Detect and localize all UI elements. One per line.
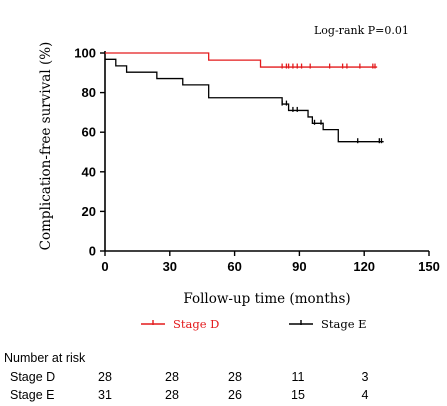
legend: Stage D Stage E <box>141 317 367 331</box>
survival-curve-stage-d <box>105 52 378 68</box>
risk-table: Number at risk Stage D 28 28 28 11 3 Stage E 31 2… <box>4 351 369 402</box>
risk-table-cell: 4 <box>362 388 369 402</box>
survival-curve-stage-e <box>105 58 384 143</box>
risk-table-cell: 28 <box>165 370 179 384</box>
risk-table-cell: 28 <box>165 388 179 402</box>
risk-table-header: Number at risk <box>4 351 86 365</box>
x-tick-label: 150 <box>418 259 440 274</box>
legend-label-stage-e: Stage E <box>321 317 367 331</box>
risk-table-cell: 26 <box>228 388 242 402</box>
risk-table-row-label: Stage D <box>10 370 55 384</box>
y-tick-label: 20 <box>82 204 96 219</box>
x-axis-label: Follow-up time (months) <box>183 291 350 307</box>
risk-table-cell: 28 <box>98 370 112 384</box>
y-tick-label: 0 <box>89 244 96 259</box>
risk-table-cell: 11 <box>292 370 305 384</box>
risk-table-cell: 28 <box>228 370 242 384</box>
risk-table-cell: 3 <box>362 370 369 384</box>
x-tick-label: 30 <box>163 259 177 274</box>
x-tick-label: 0 <box>101 259 108 274</box>
y-tick-label: 80 <box>82 85 96 100</box>
x-tick-label: 120 <box>353 259 375 274</box>
risk-table-row-label: Stage E <box>10 388 54 402</box>
y-tick-label: 40 <box>82 164 96 179</box>
y-tick-label: 60 <box>82 125 96 140</box>
y-tick-label: 100 <box>74 46 96 61</box>
risk-table-cell: 15 <box>291 388 305 402</box>
risk-table-cell: 31 <box>98 388 112 402</box>
legend-label-stage-d: Stage D <box>173 317 219 331</box>
x-tick-label: 90 <box>292 259 306 274</box>
plot-area: 0 30 60 90 120 150 0 20 40 60 80 100 <box>74 46 440 275</box>
chart-annotation: Log-rank P=0.01 <box>314 24 409 37</box>
x-tick-label: 60 <box>227 259 241 274</box>
y-axis-label: Complication-free survival (%) <box>38 42 54 251</box>
